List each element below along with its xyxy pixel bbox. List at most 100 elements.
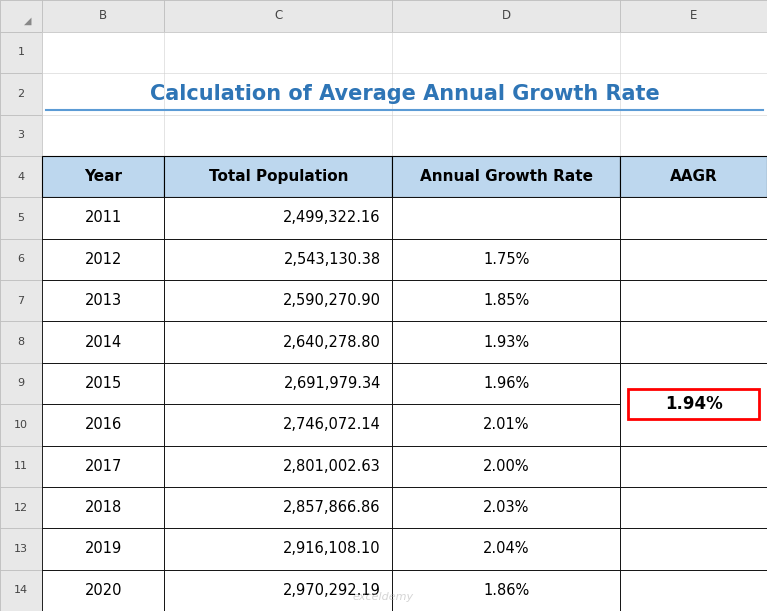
Bar [164,487,393,529]
Text: E: E [690,9,697,23]
Text: 1.75%: 1.75% [483,252,529,267]
Text: Calculation of Average Annual Growth Rate: Calculation of Average Annual Growth Rat… [150,84,660,104]
Bar [628,389,759,419]
Bar [0,280,42,321]
Bar [621,197,767,239]
Text: 1: 1 [18,48,25,57]
Text: 5: 5 [18,213,25,223]
Bar [393,321,621,363]
Text: 14: 14 [14,585,28,595]
Text: 12: 12 [14,503,28,513]
Bar [393,363,621,404]
Text: 2.01%: 2.01% [483,417,530,433]
Bar [164,280,393,321]
Text: 2,916,108.10: 2,916,108.10 [283,541,381,557]
Text: 2.00%: 2.00% [483,459,530,474]
Text: 2,691,979.34: 2,691,979.34 [284,376,381,391]
Bar [164,529,393,569]
Bar [393,0,621,32]
Bar [0,445,42,487]
Text: 2,857,866.86: 2,857,866.86 [283,500,381,515]
Bar [164,569,393,611]
Bar [164,321,393,363]
Bar [393,487,621,529]
Text: 10: 10 [14,420,28,430]
Bar [393,239,621,280]
Bar [621,280,767,321]
Bar [621,529,767,569]
Bar [621,239,767,280]
Text: 2019: 2019 [84,541,122,557]
Bar [621,156,767,197]
Bar [42,363,164,404]
Text: 2,746,072.14: 2,746,072.14 [283,417,381,433]
Bar [42,239,164,280]
Bar [0,0,767,32]
Bar [42,404,164,445]
Bar [42,0,164,32]
Bar [42,445,164,487]
Text: 1.86%: 1.86% [483,583,529,598]
Text: 2017: 2017 [84,459,122,474]
Text: 2,499,322.16: 2,499,322.16 [283,210,381,225]
Text: 1.94%: 1.94% [665,395,723,413]
Bar [0,239,42,280]
Bar [393,280,621,321]
Bar [393,197,621,239]
Text: C: C [275,9,282,23]
Text: exceldemy: exceldemy [353,592,414,602]
Text: 11: 11 [14,461,28,471]
Text: 7: 7 [18,296,25,306]
Bar [0,197,42,239]
Text: ◢: ◢ [24,15,31,26]
Bar [0,32,42,611]
Text: 1.96%: 1.96% [483,376,529,391]
Bar [0,114,42,156]
Bar [164,404,393,445]
Bar [42,197,164,239]
Bar [621,445,767,487]
Text: 4: 4 [18,172,25,181]
Bar [0,404,42,445]
Text: 8: 8 [18,337,25,347]
Bar [164,363,393,404]
Bar [42,280,164,321]
Text: AAGR: AAGR [670,169,718,184]
Bar [42,569,164,611]
Text: 2.03%: 2.03% [483,500,529,515]
Text: B: B [99,9,107,23]
Text: 1.85%: 1.85% [483,293,529,308]
Text: 2016: 2016 [84,417,122,433]
Bar [164,0,393,32]
Text: 2013: 2013 [84,293,122,308]
Bar [621,404,767,445]
Text: 2014: 2014 [84,335,122,349]
Bar [0,73,42,114]
Bar [164,156,393,197]
Text: 1.93%: 1.93% [483,335,529,349]
Bar [393,404,621,445]
Bar [0,363,42,404]
Bar [0,0,42,32]
Bar [0,529,42,569]
Text: 3: 3 [18,130,25,140]
Text: 2,543,130.38: 2,543,130.38 [284,252,381,267]
Text: 2,590,270.90: 2,590,270.90 [283,293,381,308]
Text: 2,801,002.63: 2,801,002.63 [283,459,381,474]
Text: 2,640,278.80: 2,640,278.80 [283,335,381,349]
Text: 2020: 2020 [84,583,122,598]
Bar [164,197,393,239]
Bar [621,321,767,363]
Bar [42,156,164,197]
Bar [393,445,621,487]
Text: 2012: 2012 [84,252,122,267]
Bar [0,32,42,73]
Bar [164,445,393,487]
Bar [393,569,621,611]
Bar [42,487,164,529]
Bar [621,363,767,445]
Bar [0,569,42,611]
Text: 2: 2 [18,89,25,99]
Text: 2011: 2011 [84,210,122,225]
Text: 13: 13 [14,544,28,554]
